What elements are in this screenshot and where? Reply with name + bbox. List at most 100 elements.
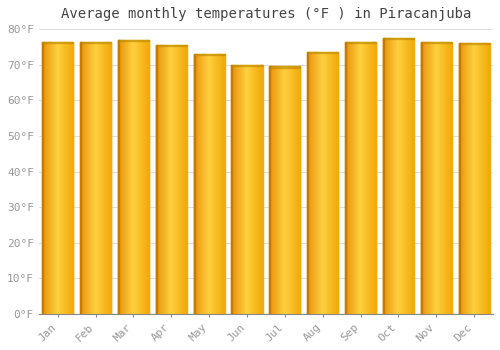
Bar: [372, 42, 373, 314]
Bar: [278, 66, 279, 314]
Bar: [63, 42, 64, 314]
Bar: [157, 45, 158, 314]
Bar: [362, 42, 363, 314]
Bar: [273, 66, 274, 314]
Bar: [337, 52, 338, 314]
Bar: [186, 45, 187, 314]
Bar: [409, 38, 410, 314]
Bar: [285, 66, 286, 314]
Bar: [290, 66, 291, 314]
Bar: [322, 52, 324, 314]
Bar: [212, 54, 213, 314]
Bar: [244, 65, 245, 314]
Bar: [411, 38, 412, 314]
Bar: [165, 45, 166, 314]
Bar: [42, 42, 74, 43]
Bar: [57, 42, 58, 314]
Bar: [412, 38, 413, 314]
Bar: [428, 42, 429, 314]
Bar: [320, 52, 321, 314]
Bar: [400, 38, 401, 314]
Bar: [243, 65, 244, 314]
Bar: [166, 45, 167, 314]
Bar: [479, 43, 480, 314]
Bar: [218, 54, 219, 314]
Bar: [334, 52, 335, 314]
Bar: [131, 40, 132, 314]
Bar: [277, 66, 278, 314]
Bar: [424, 42, 425, 314]
Bar: [167, 45, 168, 314]
Bar: [469, 43, 470, 314]
Bar: [327, 52, 328, 314]
Bar: [129, 40, 130, 314]
Bar: [232, 65, 233, 314]
Bar: [374, 42, 375, 314]
Bar: [288, 66, 289, 314]
Bar: [440, 42, 441, 314]
Bar: [459, 43, 460, 314]
Bar: [421, 42, 422, 314]
Bar: [55, 42, 56, 314]
Bar: [478, 43, 479, 314]
Bar: [437, 42, 438, 314]
Bar: [144, 40, 145, 314]
Bar: [370, 42, 371, 314]
Bar: [156, 45, 187, 46]
Bar: [239, 65, 240, 314]
Bar: [198, 54, 199, 314]
Bar: [177, 45, 178, 314]
Bar: [298, 66, 299, 314]
Bar: [394, 38, 395, 314]
Bar: [245, 65, 246, 314]
Bar: [253, 65, 254, 314]
Bar: [331, 52, 332, 314]
Bar: [56, 42, 58, 314]
Bar: [406, 38, 407, 314]
Bar: [275, 66, 276, 314]
Bar: [199, 54, 200, 314]
Bar: [446, 42, 447, 314]
Bar: [182, 45, 183, 314]
Bar: [258, 65, 259, 314]
Bar: [109, 42, 110, 314]
Bar: [105, 42, 106, 314]
Bar: [162, 45, 163, 314]
Bar: [178, 45, 179, 314]
Bar: [482, 43, 483, 314]
Bar: [201, 54, 202, 314]
Bar: [134, 40, 135, 314]
Bar: [120, 40, 121, 314]
Bar: [383, 38, 414, 39]
Bar: [359, 42, 360, 314]
Bar: [361, 42, 362, 314]
Bar: [43, 42, 44, 314]
Bar: [396, 38, 397, 314]
Bar: [296, 66, 297, 314]
Bar: [65, 42, 66, 314]
Bar: [319, 52, 320, 314]
Bar: [261, 65, 262, 314]
Bar: [98, 42, 100, 314]
Bar: [140, 40, 141, 314]
Bar: [352, 42, 353, 314]
Bar: [460, 43, 462, 314]
Bar: [271, 66, 272, 314]
Bar: [50, 42, 51, 314]
Bar: [223, 54, 224, 314]
Bar: [407, 38, 408, 314]
Bar: [159, 45, 160, 314]
Bar: [147, 40, 148, 314]
Bar: [168, 45, 169, 314]
Bar: [477, 43, 478, 314]
Bar: [184, 45, 185, 314]
Bar: [474, 43, 475, 314]
Bar: [487, 43, 488, 314]
Bar: [118, 40, 119, 314]
Bar: [181, 45, 182, 314]
Bar: [430, 42, 431, 314]
Bar: [251, 65, 252, 314]
Bar: [98, 42, 99, 314]
Bar: [443, 42, 444, 314]
Bar: [122, 40, 123, 314]
